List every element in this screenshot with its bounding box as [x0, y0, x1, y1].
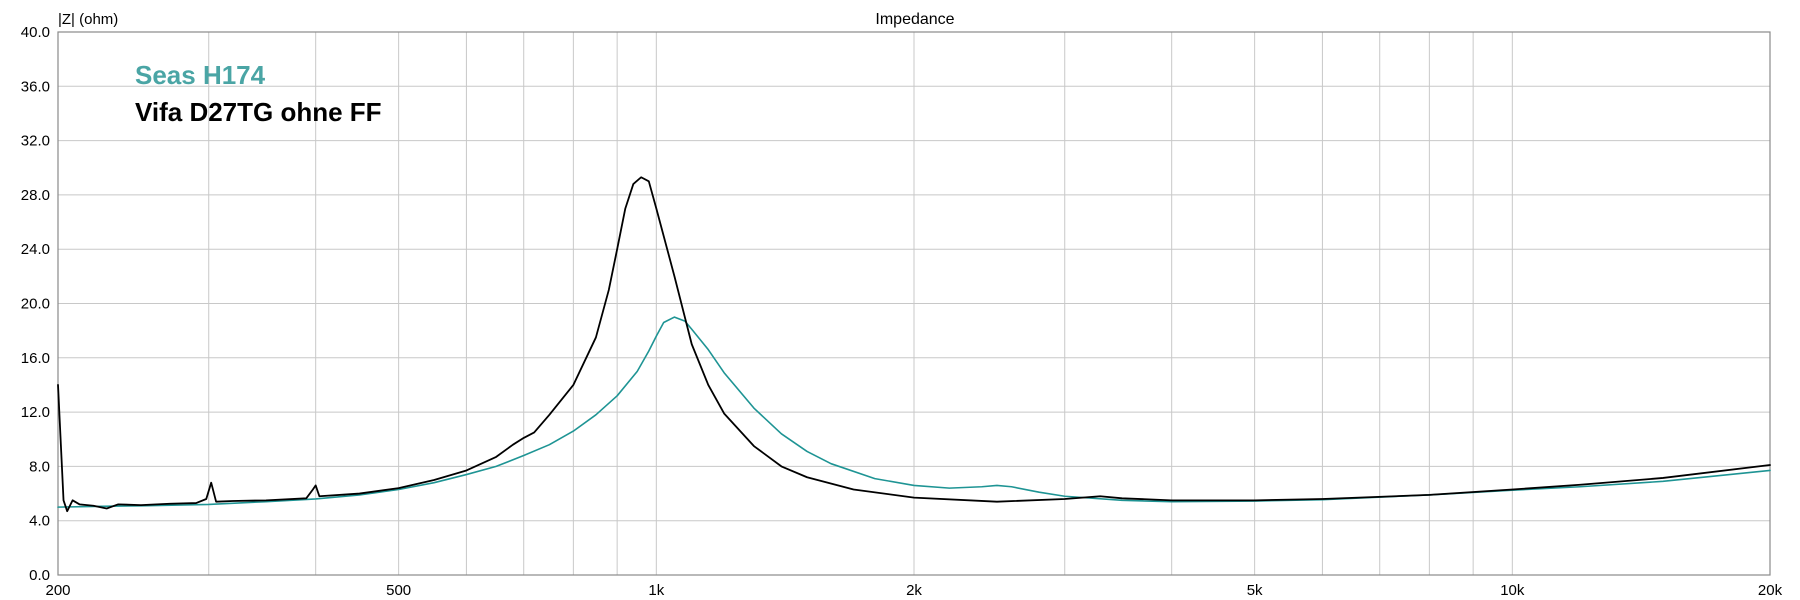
series-line-vifa-d27tg: [57, 176, 1771, 513]
y-tick-label: 20.0: [21, 296, 50, 313]
legend-entry-seas-h174: Seas H174: [135, 60, 266, 90]
x-tick-label: 200: [45, 582, 70, 599]
x-tick-label: 20k: [1758, 582, 1783, 599]
y-tick-label: 12.0: [21, 404, 50, 421]
y-tick-label: 24.0: [21, 241, 50, 258]
tick-labels: 0.0 4.0 8.0 12.0 16.0 20.0 24.0 28.0 32.0 36.0 40.…: [21, 24, 1783, 599]
y-tick-label: 36.0: [21, 78, 50, 95]
x-tick-label: 1k: [648, 582, 664, 599]
y-axis-label: |Z| (ohm): [58, 11, 118, 28]
chart-title: Impedance: [875, 11, 954, 28]
y-tick-label: 28.0: [21, 187, 50, 204]
series-lines: [57, 176, 1771, 513]
x-tick-label: 500: [386, 582, 411, 599]
x-tick-label: 10k: [1500, 582, 1525, 599]
series-line-seas-h174: [57, 316, 1771, 508]
y-tick-label: 32.0: [21, 133, 50, 150]
legend-entry-vifa-d27tg: Vifa D27TG ohne FF: [135, 97, 382, 127]
y-tick-label: 16.0: [21, 350, 50, 367]
y-tick-label: 8.0: [29, 458, 50, 475]
y-tick-label: 0.0: [29, 567, 50, 584]
y-tick-label: 4.0: [29, 513, 50, 530]
x-tick-label: 2k: [906, 582, 922, 599]
y-tick-label: 40.0: [21, 24, 50, 41]
x-tick-label: 5k: [1247, 582, 1263, 599]
plot-frame: [57, 31, 1771, 576]
